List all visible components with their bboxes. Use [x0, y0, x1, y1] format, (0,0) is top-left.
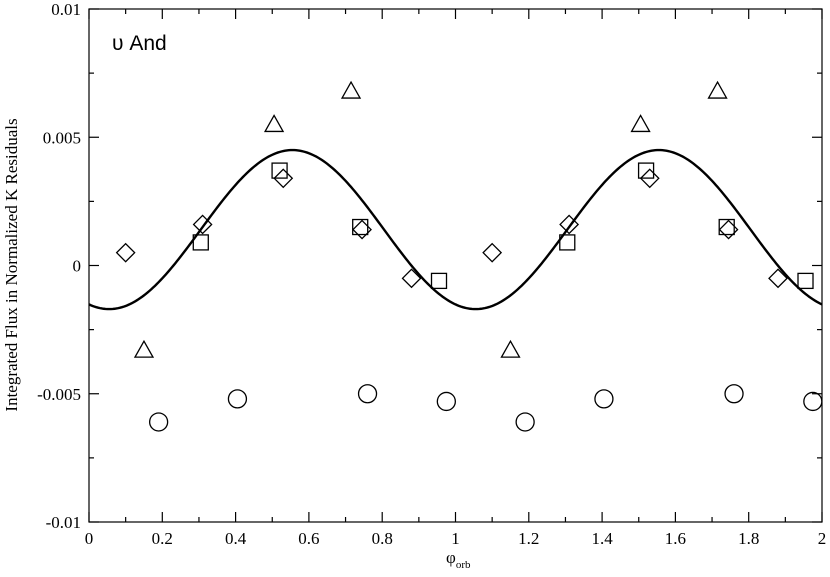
y-tick-label: 0.01 — [51, 0, 81, 19]
x-tick-label: 1.2 — [518, 529, 539, 548]
circle-marker — [594, 389, 614, 409]
x-tick-label: 1 — [451, 529, 460, 548]
x-tick-label: 0.2 — [152, 529, 173, 548]
circle-marker — [803, 391, 823, 412]
diamond-marker — [718, 219, 739, 240]
circle-marker — [357, 384, 378, 404]
triangle-marker — [500, 339, 521, 358]
diamond-marker — [559, 214, 580, 235]
model-curve — [88, 148, 823, 311]
diamond-marker — [115, 242, 136, 263]
diamond-marker — [768, 268, 788, 289]
circle-marker — [724, 384, 744, 404]
circle-marker — [515, 412, 535, 432]
diamond-marker — [639, 168, 660, 189]
x-tick-label: 2 — [818, 529, 827, 548]
triangle-marker — [630, 114, 651, 133]
y-tick-label: -0.005 — [37, 385, 81, 404]
circle-marker — [227, 389, 248, 409]
axis-ticks — [88, 8, 823, 523]
triangle-marker — [707, 80, 728, 99]
triangle-marker — [133, 339, 155, 358]
x-axis-label: φorb — [446, 548, 471, 571]
square-marker — [192, 234, 209, 251]
circle-marker — [436, 391, 456, 412]
square-marker — [637, 162, 655, 179]
y-tick-label: -0.01 — [46, 513, 81, 532]
x-tick-label: 0.6 — [298, 529, 319, 548]
square-marker — [797, 272, 814, 290]
x-tick-label: 1.4 — [591, 529, 613, 548]
x-tick-label: 0.4 — [225, 529, 247, 548]
diamond-marker — [482, 242, 503, 263]
diamond-marker — [273, 168, 294, 189]
y-tick-label: 0 — [73, 257, 82, 276]
triangle-marker — [340, 80, 362, 99]
x-tick-label: 0.8 — [372, 529, 393, 548]
diamond-marker — [192, 214, 213, 235]
x-axis-subscript: orb — [456, 559, 471, 571]
square-marker — [430, 272, 448, 290]
tick-labels: 0 0.2 0.4 0.6 0.8 1 1.2 1.4 1.6 1.8 2 -0.01 -0.005 0 0… — [37, 0, 826, 548]
diamond-marker — [401, 268, 422, 289]
plot-frame — [88, 8, 823, 523]
y-axis-label: Integrated Flux in Normalized K Residual… — [2, 118, 21, 411]
square-marker — [271, 162, 288, 179]
data-markers — [115, 80, 823, 432]
circle-marker — [148, 412, 169, 432]
x-tick-label: 1.6 — [665, 529, 686, 548]
x-axis-symbol: φ — [446, 548, 456, 567]
x-tick-label: 1.8 — [738, 529, 759, 548]
square-marker — [559, 234, 576, 251]
y-tick-label: 0.005 — [43, 128, 81, 147]
diamond-marker — [352, 219, 372, 240]
x-tick-label: 0 — [85, 529, 94, 548]
triangle-marker — [263, 114, 285, 133]
annotation-label: υ And — [112, 32, 167, 55]
